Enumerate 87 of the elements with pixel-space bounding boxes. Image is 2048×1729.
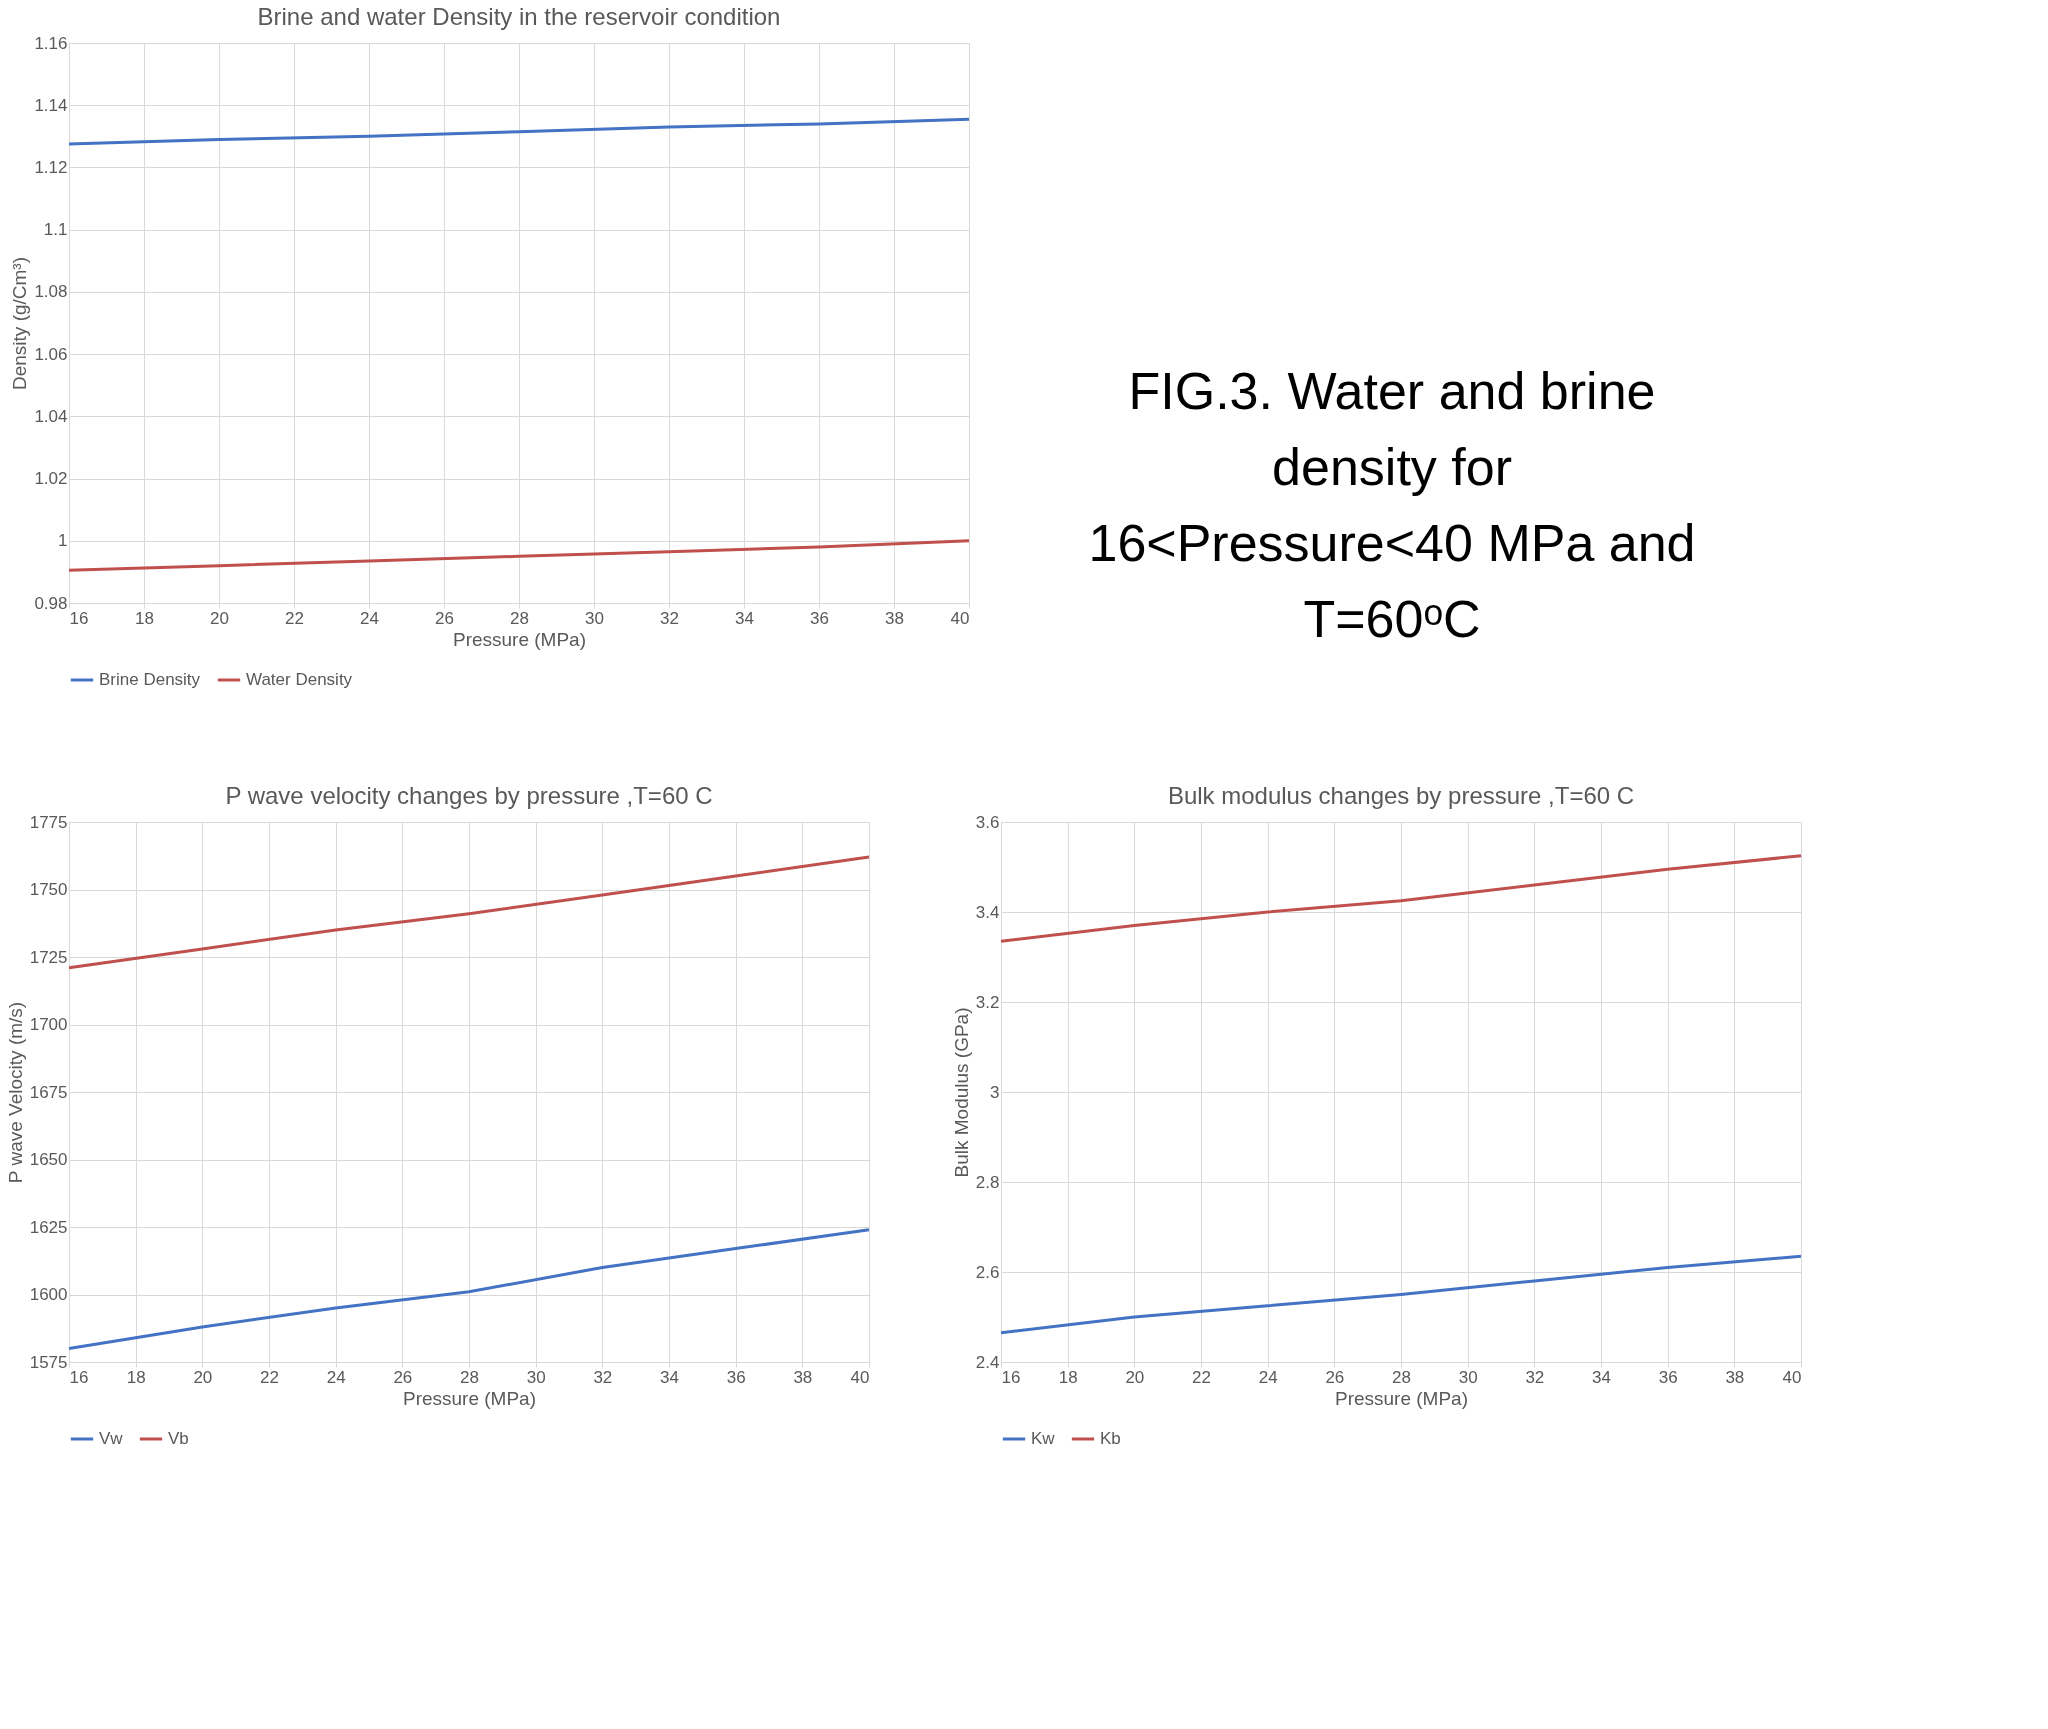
x-tick-label: 30 bbox=[1458, 1367, 1478, 1387]
y-tick-label: 3.6 bbox=[975, 812, 1000, 832]
x-tick-label: 24 bbox=[360, 608, 379, 628]
x-tick-label: 18 bbox=[135, 608, 154, 628]
y-tick-label: 1.02 bbox=[34, 469, 68, 489]
legend-label: Vw bbox=[99, 1429, 124, 1448]
y-tick-label: 1600 bbox=[29, 1285, 68, 1304]
y-tick-label: 1750 bbox=[29, 880, 68, 899]
x-tick-label: 22 bbox=[1192, 1367, 1211, 1387]
chart-title: Bulk modulus changes by pressure ,T=60 C bbox=[1167, 782, 1635, 809]
x-tick-label: 18 bbox=[126, 1367, 146, 1387]
x-tick-label: 40 bbox=[950, 608, 970, 628]
y-axis-title: P wave Velocity (m/s) bbox=[4, 1001, 26, 1184]
x-tick-label: 26 bbox=[393, 1367, 413, 1387]
y-tick-label: 1675 bbox=[29, 1082, 68, 1102]
x-tick-label: 20 bbox=[1125, 1367, 1145, 1387]
x-tick-label: 36 bbox=[726, 1367, 746, 1387]
y-tick-label: 3.4 bbox=[975, 902, 1000, 922]
line-series bbox=[999, 1254, 1803, 1335]
x-tick-label: 32 bbox=[593, 1367, 613, 1387]
x-tick-label: 26 bbox=[1325, 1367, 1345, 1387]
text: FIG.3. Water and brine density for 16<Pressure<40 MPa and T=60ᵒC bbox=[1088, 362, 1696, 648]
y-tick-label: 1725 bbox=[29, 947, 68, 967]
line-series bbox=[67, 117, 971, 146]
x-tick-label: 32 bbox=[1525, 1367, 1545, 1387]
x-tick-label: 22 bbox=[260, 1367, 279, 1387]
x-tick-label: 28 bbox=[460, 1367, 479, 1387]
y-tick-label: 1775 bbox=[29, 812, 68, 832]
x-axis-title: Pressure (MPa) bbox=[452, 628, 587, 650]
y-tick-label: 3 bbox=[990, 1082, 1000, 1102]
y-tick-label: 2.4 bbox=[975, 1352, 1000, 1372]
chart-title: P wave velocity changes by pressure ,T=60 C bbox=[225, 782, 713, 809]
legend-label: Brine Density bbox=[99, 670, 201, 689]
x-tick-label: 38 bbox=[793, 1367, 813, 1387]
x-tick-label: 30 bbox=[585, 608, 604, 628]
y-tick-label: 1.04 bbox=[34, 406, 68, 426]
x-tick-label: 38 bbox=[1725, 1367, 1745, 1387]
x-tick-label: 24 bbox=[1258, 1367, 1278, 1387]
x-tick-label: 22 bbox=[285, 608, 304, 628]
x-tick-label: 32 bbox=[660, 608, 679, 628]
x-tick-label: 16 bbox=[69, 608, 89, 628]
x-tick-label: 20 bbox=[193, 1367, 213, 1387]
legend-label: Water Density bbox=[246, 670, 353, 689]
line-series bbox=[67, 855, 871, 970]
x-axis-title: Pressure (MPa) bbox=[402, 1387, 537, 1409]
line-series bbox=[67, 1228, 871, 1350]
y-tick-label: 1 bbox=[58, 531, 68, 551]
x-tick-label: 36 bbox=[810, 608, 829, 628]
x-tick-label: 28 bbox=[1392, 1367, 1411, 1387]
x-tick-label: 24 bbox=[326, 1367, 346, 1387]
y-tick-label: 1.1 bbox=[43, 220, 68, 240]
y-tick-label: 3.2 bbox=[975, 992, 1000, 1012]
x-tick-label: 28 bbox=[510, 608, 529, 628]
y-tick-label: 1.06 bbox=[34, 344, 68, 364]
x-tick-label: 36 bbox=[1658, 1367, 1678, 1387]
x-tick-label: 26 bbox=[435, 608, 454, 628]
y-tick-label: 1.14 bbox=[34, 95, 68, 115]
y-tick-label: 1700 bbox=[29, 1015, 68, 1034]
x-axis-title: Pressure (MPa) bbox=[1334, 1387, 1469, 1409]
y-axis-title: Density (g/Cm³) bbox=[9, 256, 31, 391]
x-tick-label: 40 bbox=[1782, 1367, 1802, 1387]
y-tick-label: 1.16 bbox=[34, 33, 68, 53]
y-tick-label: 2.6 bbox=[975, 1262, 1000, 1282]
y-tick-label: 1.08 bbox=[34, 282, 68, 302]
x-tick-label: 16 bbox=[69, 1367, 89, 1387]
x-tick-label: 34 bbox=[735, 608, 754, 628]
y-tick-label: 1625 bbox=[29, 1217, 68, 1237]
legend-label: Kb bbox=[1100, 1429, 1121, 1448]
chart-title: Brine and water Density in the reservoir condition bbox=[257, 3, 781, 30]
y-tick-label: 1575 bbox=[29, 1352, 68, 1372]
y-tick-label: 2.8 bbox=[975, 1172, 1000, 1192]
x-tick-label: 18 bbox=[1058, 1367, 1078, 1387]
y-tick-label: 0.98 bbox=[34, 593, 68, 613]
legend-label: Kw bbox=[1031, 1429, 1056, 1448]
x-tick-label: 30 bbox=[526, 1367, 546, 1387]
line-series bbox=[999, 854, 1803, 943]
legend-label: Vb bbox=[168, 1429, 189, 1448]
line-series bbox=[67, 539, 971, 572]
x-tick-label: 38 bbox=[885, 608, 904, 628]
x-tick-label: 34 bbox=[660, 1367, 679, 1387]
x-tick-label: 20 bbox=[210, 608, 229, 628]
y-axis-title: Bulk Modulus (GPa) bbox=[950, 1007, 972, 1178]
x-tick-label: 34 bbox=[1592, 1367, 1611, 1387]
x-tick-label: 16 bbox=[1001, 1367, 1021, 1387]
y-tick-label: 1.12 bbox=[34, 157, 68, 177]
x-tick-label: 40 bbox=[850, 1367, 870, 1387]
y-tick-label: 1650 bbox=[29, 1150, 68, 1169]
